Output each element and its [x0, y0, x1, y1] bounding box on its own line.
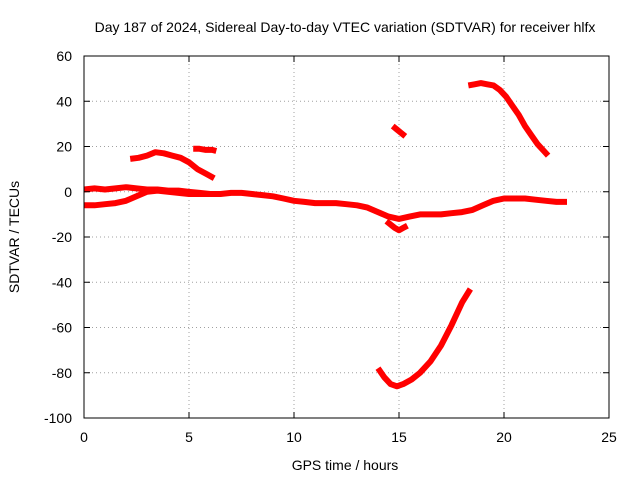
x-tick-label: 5	[185, 429, 193, 445]
series-track-8	[467, 80, 551, 158]
x-tick-label: 15	[391, 429, 407, 445]
x-tick-label: 25	[601, 429, 617, 445]
y-tick-label: 40	[56, 93, 72, 109]
grid-lines	[84, 56, 609, 418]
x-tick-label: 20	[496, 429, 512, 445]
y-axis-label: SDTVAR / TECUs	[6, 181, 22, 293]
y-tick-label: -100	[44, 410, 72, 426]
axis-ticks: 0 5 10 15 20 25 -100 -80 -60 -40 -20 0 20 40 60	[44, 48, 617, 445]
y-tick-label: -80	[52, 365, 72, 381]
data-series	[83, 80, 567, 390]
series-track-7	[375, 287, 473, 390]
y-tick-label: -60	[52, 320, 72, 336]
y-tick-label: 20	[56, 139, 72, 155]
series-track-2	[84, 187, 210, 209]
x-axis-label: GPS time / hours	[292, 457, 399, 473]
series-track-6	[390, 123, 408, 139]
x-tick-label: 10	[286, 429, 302, 445]
y-tick-label: -40	[52, 274, 72, 290]
x-tick-label: 0	[80, 429, 88, 445]
plot-frame	[83, 55, 610, 419]
series-track-4	[193, 145, 218, 154]
y-tick-label: 0	[64, 184, 72, 200]
series-track-3	[129, 149, 216, 181]
y-tick-label: 60	[56, 48, 72, 64]
series-track-5	[384, 218, 409, 234]
chart-title: Day 187 of 2024, Sidereal Day-to-day VTE…	[95, 19, 596, 35]
y-tick-label: -20	[52, 229, 72, 245]
